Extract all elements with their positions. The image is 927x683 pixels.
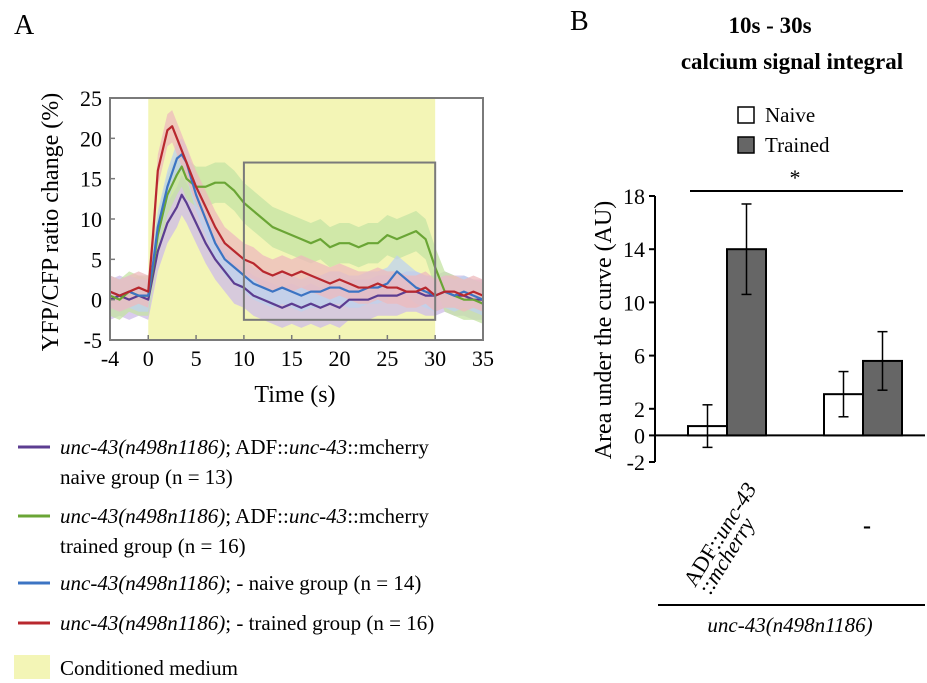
b-y-axis: -202 6 10 14 18 bbox=[623, 184, 656, 475]
legend-label-naive: Naive bbox=[765, 103, 815, 127]
legend-genotype: unc-43(n498n1186) bbox=[60, 571, 225, 595]
series-line-mut_naive bbox=[109, 153, 484, 301]
legend-label-conditioned-medium: Conditioned medium bbox=[60, 656, 238, 680]
legend-genotype: unc-43(n498n1186) bbox=[60, 504, 225, 528]
legend-label-adf-trained: unc-43(n498n1186); ADF::unc-43::mcherry bbox=[60, 504, 429, 528]
bars bbox=[687, 248, 903, 437]
a-x-axis-title: Time (s) bbox=[254, 382, 335, 408]
legend-gene: unc-43 bbox=[289, 435, 347, 459]
analysis-window-box bbox=[242, 161, 437, 321]
legend-text-part: ::mcherry bbox=[347, 504, 429, 528]
b-y-tick-label: 10 bbox=[623, 290, 645, 315]
series-line-mut_trained bbox=[109, 125, 484, 297]
legend-swatch-conditioned-medium bbox=[14, 655, 50, 679]
legend-text-part: ; ADF:: bbox=[225, 435, 289, 459]
b-category-label-none: - bbox=[863, 513, 871, 539]
a-x-tick-label: 5 bbox=[191, 346, 202, 371]
a-x-tick-label: 0 bbox=[143, 346, 154, 371]
legend-label-adf-naive-line2: naive group (n = 13) bbox=[60, 465, 233, 489]
b-y-tick-label: -2 bbox=[627, 450, 645, 475]
legend-label-trained: Trained bbox=[765, 133, 830, 157]
a-x-tick-label: 15 bbox=[281, 346, 303, 371]
panel-a-letter: A bbox=[14, 10, 35, 41]
b-y-axis-title: Area under the curve (AU) bbox=[591, 201, 617, 460]
legend-a: unc-43(n498n1186); ADF::unc-43::mcherry … bbox=[14, 435, 434, 680]
b-y-tick-label: 18 bbox=[623, 184, 645, 209]
a-y-axis-title: YFP/CFP ratio change (%) bbox=[38, 93, 64, 351]
panel-b-letter: B bbox=[570, 6, 589, 37]
legend-text-part: ; - naive group (n = 14) bbox=[225, 571, 421, 595]
b-y-tick-label: 0 bbox=[634, 423, 645, 448]
legend-label-mut-trained: unc-43(n498n1186); - trained group (n = … bbox=[60, 611, 434, 635]
a-x-tick-label: 10 bbox=[233, 346, 255, 371]
legend-label-adf-naive: unc-43(n498n1186); ADF::unc-43::mcherry bbox=[60, 435, 429, 459]
significance-star: * bbox=[790, 165, 801, 190]
a-y-tick-label: 0 bbox=[91, 288, 102, 313]
b-title-line1: 10s - 30s bbox=[728, 13, 811, 38]
legend-gene: unc-43 bbox=[289, 504, 347, 528]
legend-genotype: unc-43(n498n1186) bbox=[60, 611, 225, 635]
a-y-tick-label: 25 bbox=[80, 86, 102, 111]
series-line-adf_naive bbox=[109, 193, 483, 309]
legend-label-adf-trained-line2: trained group (n = 16) bbox=[60, 534, 246, 558]
b-y-tick-label: 14 bbox=[623, 237, 645, 262]
a-y-tick-label: 15 bbox=[80, 167, 102, 192]
a-x-tick-label: 20 bbox=[329, 346, 351, 371]
a-y-tick-label: 5 bbox=[91, 247, 102, 272]
a-x-tick-label: -4 bbox=[101, 346, 119, 371]
legend-swatch-naive bbox=[737, 106, 755, 124]
b-group-label: unc-43(n498n1186) bbox=[707, 613, 872, 637]
error-bars bbox=[702, 203, 888, 449]
a-axis-ticks: -4 0 5 10 15 20 25 30 35 -5 0 5 10 15 20 25 bbox=[80, 86, 494, 371]
legend-text-part: ; ADF:: bbox=[225, 504, 289, 528]
legend-swatch-trained bbox=[737, 136, 755, 154]
b-y-tick-label: 6 bbox=[634, 344, 645, 369]
series-line-adf_trained bbox=[109, 165, 484, 305]
a-x-tick-label: 30 bbox=[424, 346, 446, 371]
legend-genotype: unc-43(n498n1186) bbox=[60, 435, 225, 459]
b-y-tick-label: 2 bbox=[634, 397, 645, 422]
legend-label-mut-naive: unc-43(n498n1186); - naive group (n = 14… bbox=[60, 571, 421, 595]
a-x-tick-label: 25 bbox=[376, 346, 398, 371]
a-x-tick-label: 35 bbox=[472, 346, 494, 371]
a-y-tick-label: -5 bbox=[84, 328, 102, 353]
panel-a-line-chart: -4 0 5 10 15 20 25 30 35 -5 0 5 10 15 20 25 Time (s) YF… bbox=[38, 86, 494, 408]
legend-text-part: ::mcherry bbox=[347, 435, 429, 459]
b-title-line2: calcium signal integral bbox=[681, 49, 903, 74]
legend-b: Naive Trained bbox=[737, 103, 830, 157]
a-y-tick-label: 10 bbox=[80, 207, 102, 232]
series-lines bbox=[109, 125, 484, 309]
a-y-tick-label: 20 bbox=[80, 126, 102, 151]
legend-text-part: ; - trained group (n = 16) bbox=[225, 611, 434, 635]
